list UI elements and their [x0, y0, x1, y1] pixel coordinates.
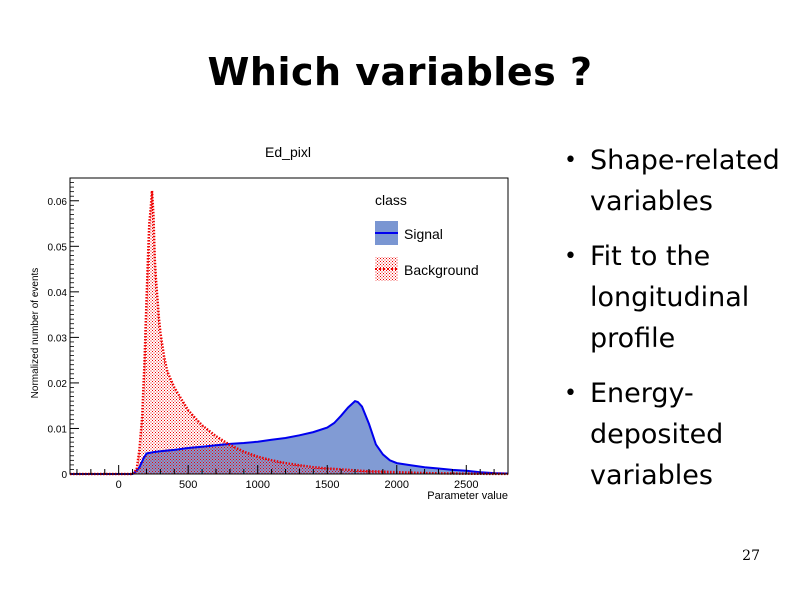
y-tick-label: 0	[61, 470, 67, 481]
page-number: 27	[742, 548, 760, 564]
signal-line	[70, 399, 509, 475]
bullet-item: • Energy-deposited variables	[560, 373, 790, 496]
x-tick-label: 1500	[315, 479, 339, 491]
legend-label-signal: Signal	[404, 226, 443, 242]
bullet-text: Fit to the longitudinal profile	[590, 241, 750, 354]
y-tick-label: 0.01	[48, 424, 68, 435]
legend-swatch-background	[375, 257, 398, 281]
y-tick-label: 0.06	[48, 197, 68, 208]
x-tick-label: 2500	[454, 479, 478, 491]
slide-title: Which variables ?	[207, 50, 593, 94]
plot-area	[70, 190, 509, 476]
bullet-text: Energy-deposited variables	[590, 378, 724, 491]
bullet-item: • Fit to the longitudinal profile	[560, 236, 790, 359]
y-axis-label: Normalized number of events	[30, 268, 41, 399]
x-tick-label: 0	[116, 479, 122, 491]
y-tick-label: 0.03	[48, 333, 68, 344]
legend-title: class	[375, 192, 407, 208]
y-tick-label: 0.05	[48, 242, 68, 253]
bullet-icon: •	[564, 148, 577, 173]
x-tick-label: 500	[179, 479, 197, 491]
background-area	[70, 190, 508, 475]
y-tick-label: 0.02	[48, 379, 68, 390]
legend: class Signal Background	[375, 192, 479, 281]
bullet-icon: •	[564, 244, 577, 269]
x-axis-label: Parameter value	[427, 490, 508, 502]
legend-label-background: Background	[404, 262, 479, 278]
y-tick-label: 0.04	[48, 288, 68, 299]
chart-title: Ed_pixl	[265, 144, 311, 160]
x-tick-label: 1000	[245, 479, 269, 491]
axes: 0 500 1000 1500 2000 2500 0 0.01 0.02 0.03 0.04 0.0…	[48, 177, 509, 491]
bullet-icon: •	[564, 381, 577, 406]
bullet-text: Shape-related variables	[590, 145, 780, 217]
bullet-list: • Shape-related variables • Fit to the lon…	[560, 140, 790, 510]
plot-frame	[69, 177, 509, 475]
bullet-item: • Shape-related variables	[560, 140, 790, 222]
chart-svg: Ed_pixl Normalized number of events Para…	[30, 144, 509, 502]
background-line	[70, 190, 509, 476]
x-tick-label: 2000	[385, 479, 409, 491]
chart-container: Ed_pixl Normalized number of events Para…	[20, 135, 520, 515]
